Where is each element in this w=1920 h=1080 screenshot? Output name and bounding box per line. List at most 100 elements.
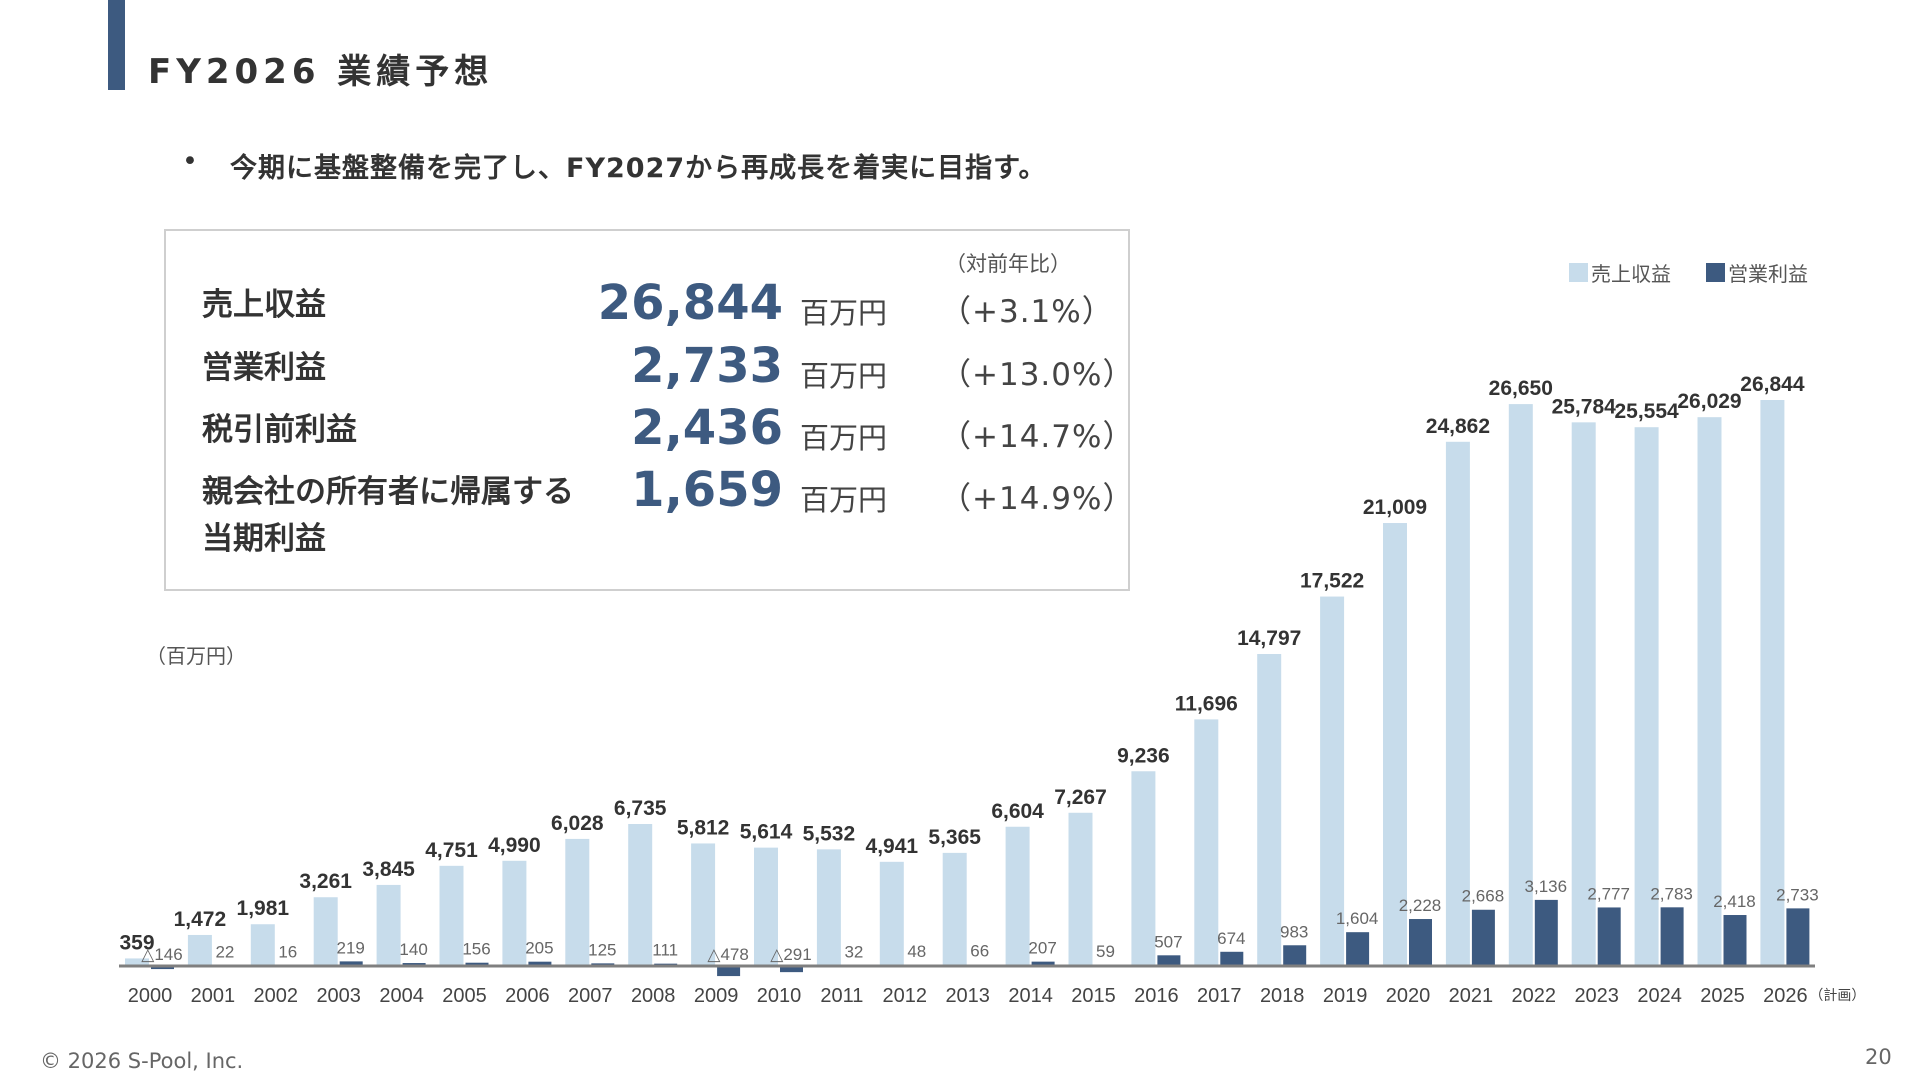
revenue-bar: [1131, 771, 1156, 966]
revenue-bar: [1383, 523, 1407, 966]
x-tick-label: 2005: [442, 985, 487, 1007]
revenue-data-label: 5,532: [803, 822, 856, 845]
revenue-bar: [1445, 441, 1470, 966]
revenue-bar: [1320, 596, 1345, 966]
revenue-bar: [376, 884, 401, 966]
copyright: © 2026 S-Pool, Inc.: [40, 1049, 244, 1073]
x-tick-label: 2009: [694, 985, 739, 1007]
revenue-yoy: （+3.1%）: [940, 294, 1114, 330]
op-profit-data-label: 3,136: [1525, 877, 1568, 896]
bullet-marker: •: [182, 146, 198, 177]
legend-item-op-profit: 営業利益: [1706, 258, 1808, 287]
x-tick-label: 2007: [568, 985, 613, 1007]
x-tick-label: 2013: [945, 985, 990, 1007]
x-tick-label: 2010: [757, 985, 802, 1007]
op-profit-data-label: 32: [844, 942, 863, 961]
op-profit-bar: [528, 961, 552, 966]
plan-note: （計画）: [1809, 988, 1865, 1004]
net-income-label-line2: 当期利益: [202, 521, 326, 557]
legend-swatch-revenue: [1569, 263, 1588, 282]
revenue-data-label: 4,990: [488, 834, 541, 857]
op-profit-bar: [1346, 932, 1370, 966]
op-profit-bar: [1786, 908, 1810, 966]
op-profit-bar: [1471, 909, 1495, 966]
revenue-bar: [565, 838, 590, 966]
revenue-data-label: 1,981: [237, 897, 290, 920]
revenue-data-label: 6,604: [991, 800, 1044, 823]
revenue-data-label: 26,650: [1489, 377, 1553, 400]
x-tick-label: 2022: [1512, 985, 1557, 1007]
revenue-data-label: 11,696: [1175, 692, 1238, 715]
op-profit-bar: [1660, 907, 1684, 966]
revenue-data-label: 26,029: [1677, 390, 1741, 413]
op-profit-data-label: △146: [141, 945, 182, 964]
op-profit-data-label: 125: [588, 940, 616, 959]
summary-box: [164, 229, 1130, 591]
op-profit-data-label: 2,228: [1399, 896, 1442, 915]
revenue-data-label: 1,472: [174, 908, 227, 931]
op-profit-unit: 百万円: [800, 359, 888, 393]
op-profit-bar: [717, 966, 741, 977]
revenue-data-label: 14,797: [1237, 627, 1301, 650]
revenue-bar: [250, 924, 275, 966]
x-tick-label: 2012: [883, 985, 928, 1007]
op-profit-data-label: 219: [337, 938, 365, 957]
revenue-data-label: 3,261: [299, 870, 352, 893]
x-tick-label: 2026: [1763, 985, 1808, 1007]
op-profit-yoy: （+13.0%）: [940, 357, 1135, 393]
revenue-data-label: 6,028: [551, 812, 604, 835]
chart-unit-label: （百万円）: [146, 644, 246, 668]
x-tick-label: 2018: [1260, 985, 1305, 1007]
net-income-yoy: （+14.9%）: [940, 481, 1135, 517]
op-profit-data-label: 16: [278, 943, 297, 962]
op-profit-data-label: 22: [215, 943, 234, 962]
x-tick-label: 2014: [1008, 985, 1053, 1007]
revenue-bar: [816, 849, 841, 966]
legend-label-revenue: 売上収益: [1591, 262, 1671, 286]
op-profit-data-label: 140: [399, 940, 427, 959]
page-number: 20: [1865, 1045, 1892, 1069]
op-profit-data-label: 111: [652, 941, 678, 960]
revenue-bar: [1760, 400, 1785, 966]
op-profit-data-label: 507: [1154, 932, 1182, 951]
op-profit-bar: [1534, 899, 1558, 966]
op-profit-data-label: △291: [770, 945, 811, 964]
net-income-unit: 百万円: [800, 483, 888, 517]
op-profit-data-label: 2,777: [1587, 884, 1630, 903]
bullet-text: 今期に基盤整備を完了し、FY2027から再成長を着実に目指す。: [230, 153, 1047, 184]
revenue-data-label: 5,365: [928, 826, 981, 849]
revenue-bar: [1068, 812, 1093, 966]
revenue-data-label: 3,845: [362, 858, 415, 881]
x-tick-label: 2019: [1323, 985, 1368, 1007]
page-title: FY2026 業績予想: [148, 52, 494, 92]
legend-item-revenue: 売上収益: [1569, 258, 1671, 287]
legend-swatch-op-profit: [1706, 263, 1725, 282]
revenue-bar: [1005, 826, 1030, 966]
x-tick-label: 2011: [820, 985, 863, 1007]
revenue-data-label: 25,784: [1552, 395, 1617, 418]
revenue-value: 26,844: [597, 275, 783, 331]
revenue-bar: [691, 843, 716, 966]
revenue-data-label: 359: [119, 931, 154, 954]
x-tick-label: 2004: [379, 985, 424, 1007]
op-profit-data-label: 983: [1280, 922, 1308, 941]
net-income-value: 1,659: [631, 462, 783, 518]
revenue-data-label: 25,554: [1614, 400, 1679, 423]
revenue-bar: [187, 934, 212, 966]
revenue-bar: [1508, 404, 1533, 966]
revenue-data-label: 5,614: [740, 821, 793, 844]
net-income-label: 親会社の所有者に帰属する: [202, 474, 574, 510]
revenue-label: 売上収益: [202, 287, 326, 323]
pretax-unit: 百万円: [800, 421, 888, 455]
op-profit-data-label: 207: [1028, 939, 1056, 958]
op-profit-data-label: 674: [1217, 929, 1245, 948]
revenue-bar: [1634, 427, 1659, 967]
title-accent-bar: [108, 0, 125, 90]
revenue-data-label: 4,941: [866, 835, 919, 858]
x-tick-label: 2015: [1071, 985, 1116, 1007]
op-profit-bar: [1157, 955, 1181, 966]
op-profit-bar: [151, 966, 174, 970]
revenue-bar: [879, 861, 904, 966]
op-profit-label: 営業利益: [202, 350, 326, 386]
